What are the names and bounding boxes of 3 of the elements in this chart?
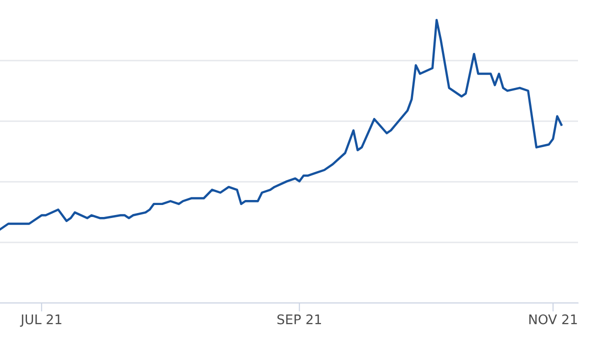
x-tick-label: NOV 21 [529, 314, 577, 324]
x-tick-label: SEP 21 [277, 314, 322, 324]
x-tick-label: JUL 21 [20, 314, 62, 327]
